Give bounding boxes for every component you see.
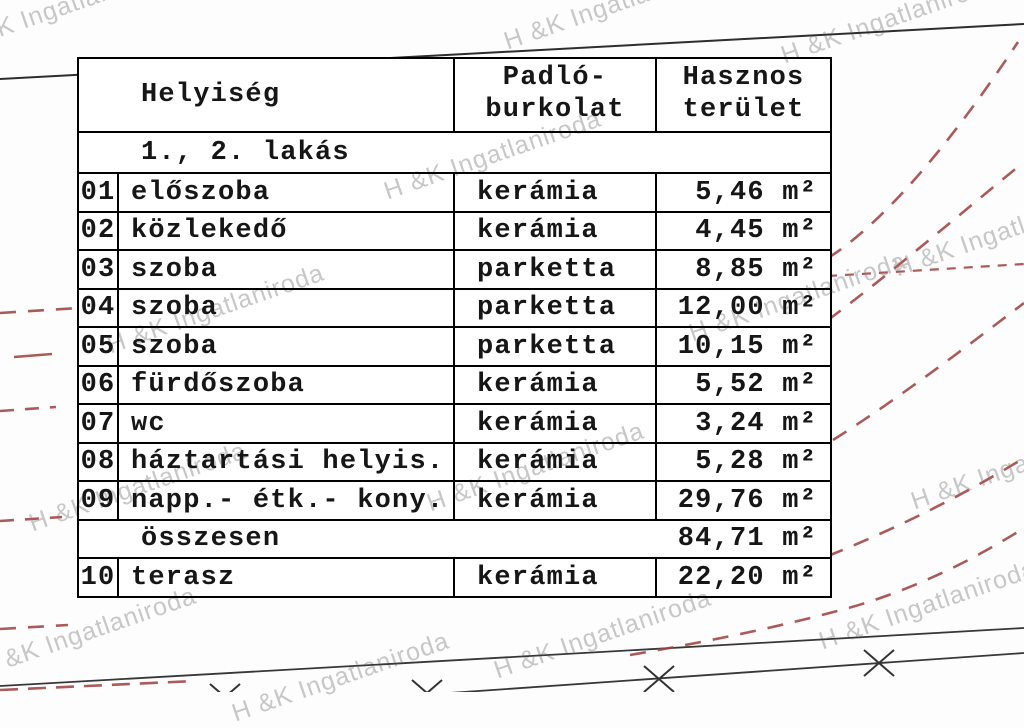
area-value: 22,20 m² <box>655 557 833 598</box>
room-area-table: Helyiség Padló- burkolat Hasznos terület… <box>76 57 833 598</box>
area-value: 12,00 m² <box>655 287 833 329</box>
room-name: előszoba <box>116 172 456 213</box>
fence-x-icon <box>863 649 895 677</box>
area-value: 8,85 m² <box>655 249 833 290</box>
table-header-row: Helyiség Padló- burkolat Hasznos terület <box>76 57 833 133</box>
table-row: 10 terasz kerámia 22,20 m² <box>77 557 833 598</box>
table-row: 03 szoba parketta 8,85 m² <box>77 249 833 290</box>
room-name: napp.- étk.- kony. <box>116 480 456 521</box>
fence-x-icon <box>411 679 443 692</box>
section-label: 1., 2. lakás <box>141 137 350 168</box>
table-row: 06 fürdőszoba kerámia 5,52 m² <box>77 364 833 406</box>
area-value: 4,45 m² <box>655 210 833 252</box>
floor-type: parketta <box>453 326 658 367</box>
row-number: 07 <box>77 403 119 444</box>
fence-x-icon <box>643 665 675 692</box>
table-row: 09 napp.- étk.- kony. kerámia 29,76 m² <box>77 480 833 521</box>
col-header-area: Hasznos terület <box>655 57 833 133</box>
total-row: összesen 84,71 m² <box>76 518 833 560</box>
floor-type: kerámia <box>453 441 658 483</box>
red-dashed-contours <box>629 41 1024 657</box>
col-header-floor: Padló- burkolat <box>453 57 658 133</box>
floor-type: kerámia <box>453 480 658 521</box>
section-row: 1., 2. lakás <box>76 130 833 175</box>
row-number: 05 <box>77 326 119 367</box>
row-number: 02 <box>77 210 119 252</box>
area-value: 5,28 m² <box>655 441 833 483</box>
fence-x-icon <box>209 683 241 692</box>
room-name: terasz <box>116 557 456 598</box>
floor-type: kerámia <box>453 364 658 406</box>
area-value: 5,52 m² <box>655 364 833 406</box>
table-row: 01 előszoba kerámia 5,46 m² <box>77 172 833 213</box>
row-number: 03 <box>77 249 119 290</box>
floor-type: kerámia <box>453 210 658 252</box>
floor-type: kerámia <box>453 557 658 598</box>
area-value: 5,46 m² <box>655 172 833 213</box>
area-value: 3,24 m² <box>655 403 833 444</box>
row-number: 10 <box>77 557 119 598</box>
room-name: fürdőszoba <box>116 364 456 406</box>
room-name: háztartási helyis. <box>116 441 456 483</box>
road-edge-lower <box>450 652 1024 692</box>
floor-type: kerámia <box>453 403 658 444</box>
room-name: szoba <box>116 287 456 329</box>
floor-type: kerámia <box>453 172 658 213</box>
area-value: 29,76 m² <box>655 480 833 521</box>
room-name: közlekedő <box>116 210 456 252</box>
room-name: wc <box>116 403 456 444</box>
col-header-room: Helyiség <box>76 57 456 133</box>
room-name: szoba <box>116 326 456 367</box>
table-row: 07 wc kerámia 3,24 m² <box>77 403 833 444</box>
table-row: 05 szoba parketta 10,15 m² <box>77 326 833 367</box>
total-label: összesen <box>141 524 281 555</box>
area-value: 10,15 m² <box>655 326 833 367</box>
road-edge-upper <box>0 627 1024 687</box>
floor-type: parketta <box>453 249 658 290</box>
site-plan-linework <box>0 23 1024 692</box>
table-row: 08 háztartási helyis. kerámia 5,28 m² <box>77 441 833 483</box>
red-dashed-segments-left <box>0 306 196 692</box>
row-number: 01 <box>77 172 119 213</box>
row-number: 06 <box>77 364 119 406</box>
row-number: 08 <box>77 441 119 483</box>
table-row: 04 szoba parketta 12,00 m² <box>77 287 833 329</box>
room-name: szoba <box>116 249 456 290</box>
total-area-value: 84,71 m² <box>677 524 818 555</box>
table-row: 02 közlekedő kerámia 4,45 m² <box>77 210 833 252</box>
row-number: 04 <box>77 287 119 329</box>
row-number: 09 <box>77 480 119 521</box>
floor-type: parketta <box>453 287 658 329</box>
